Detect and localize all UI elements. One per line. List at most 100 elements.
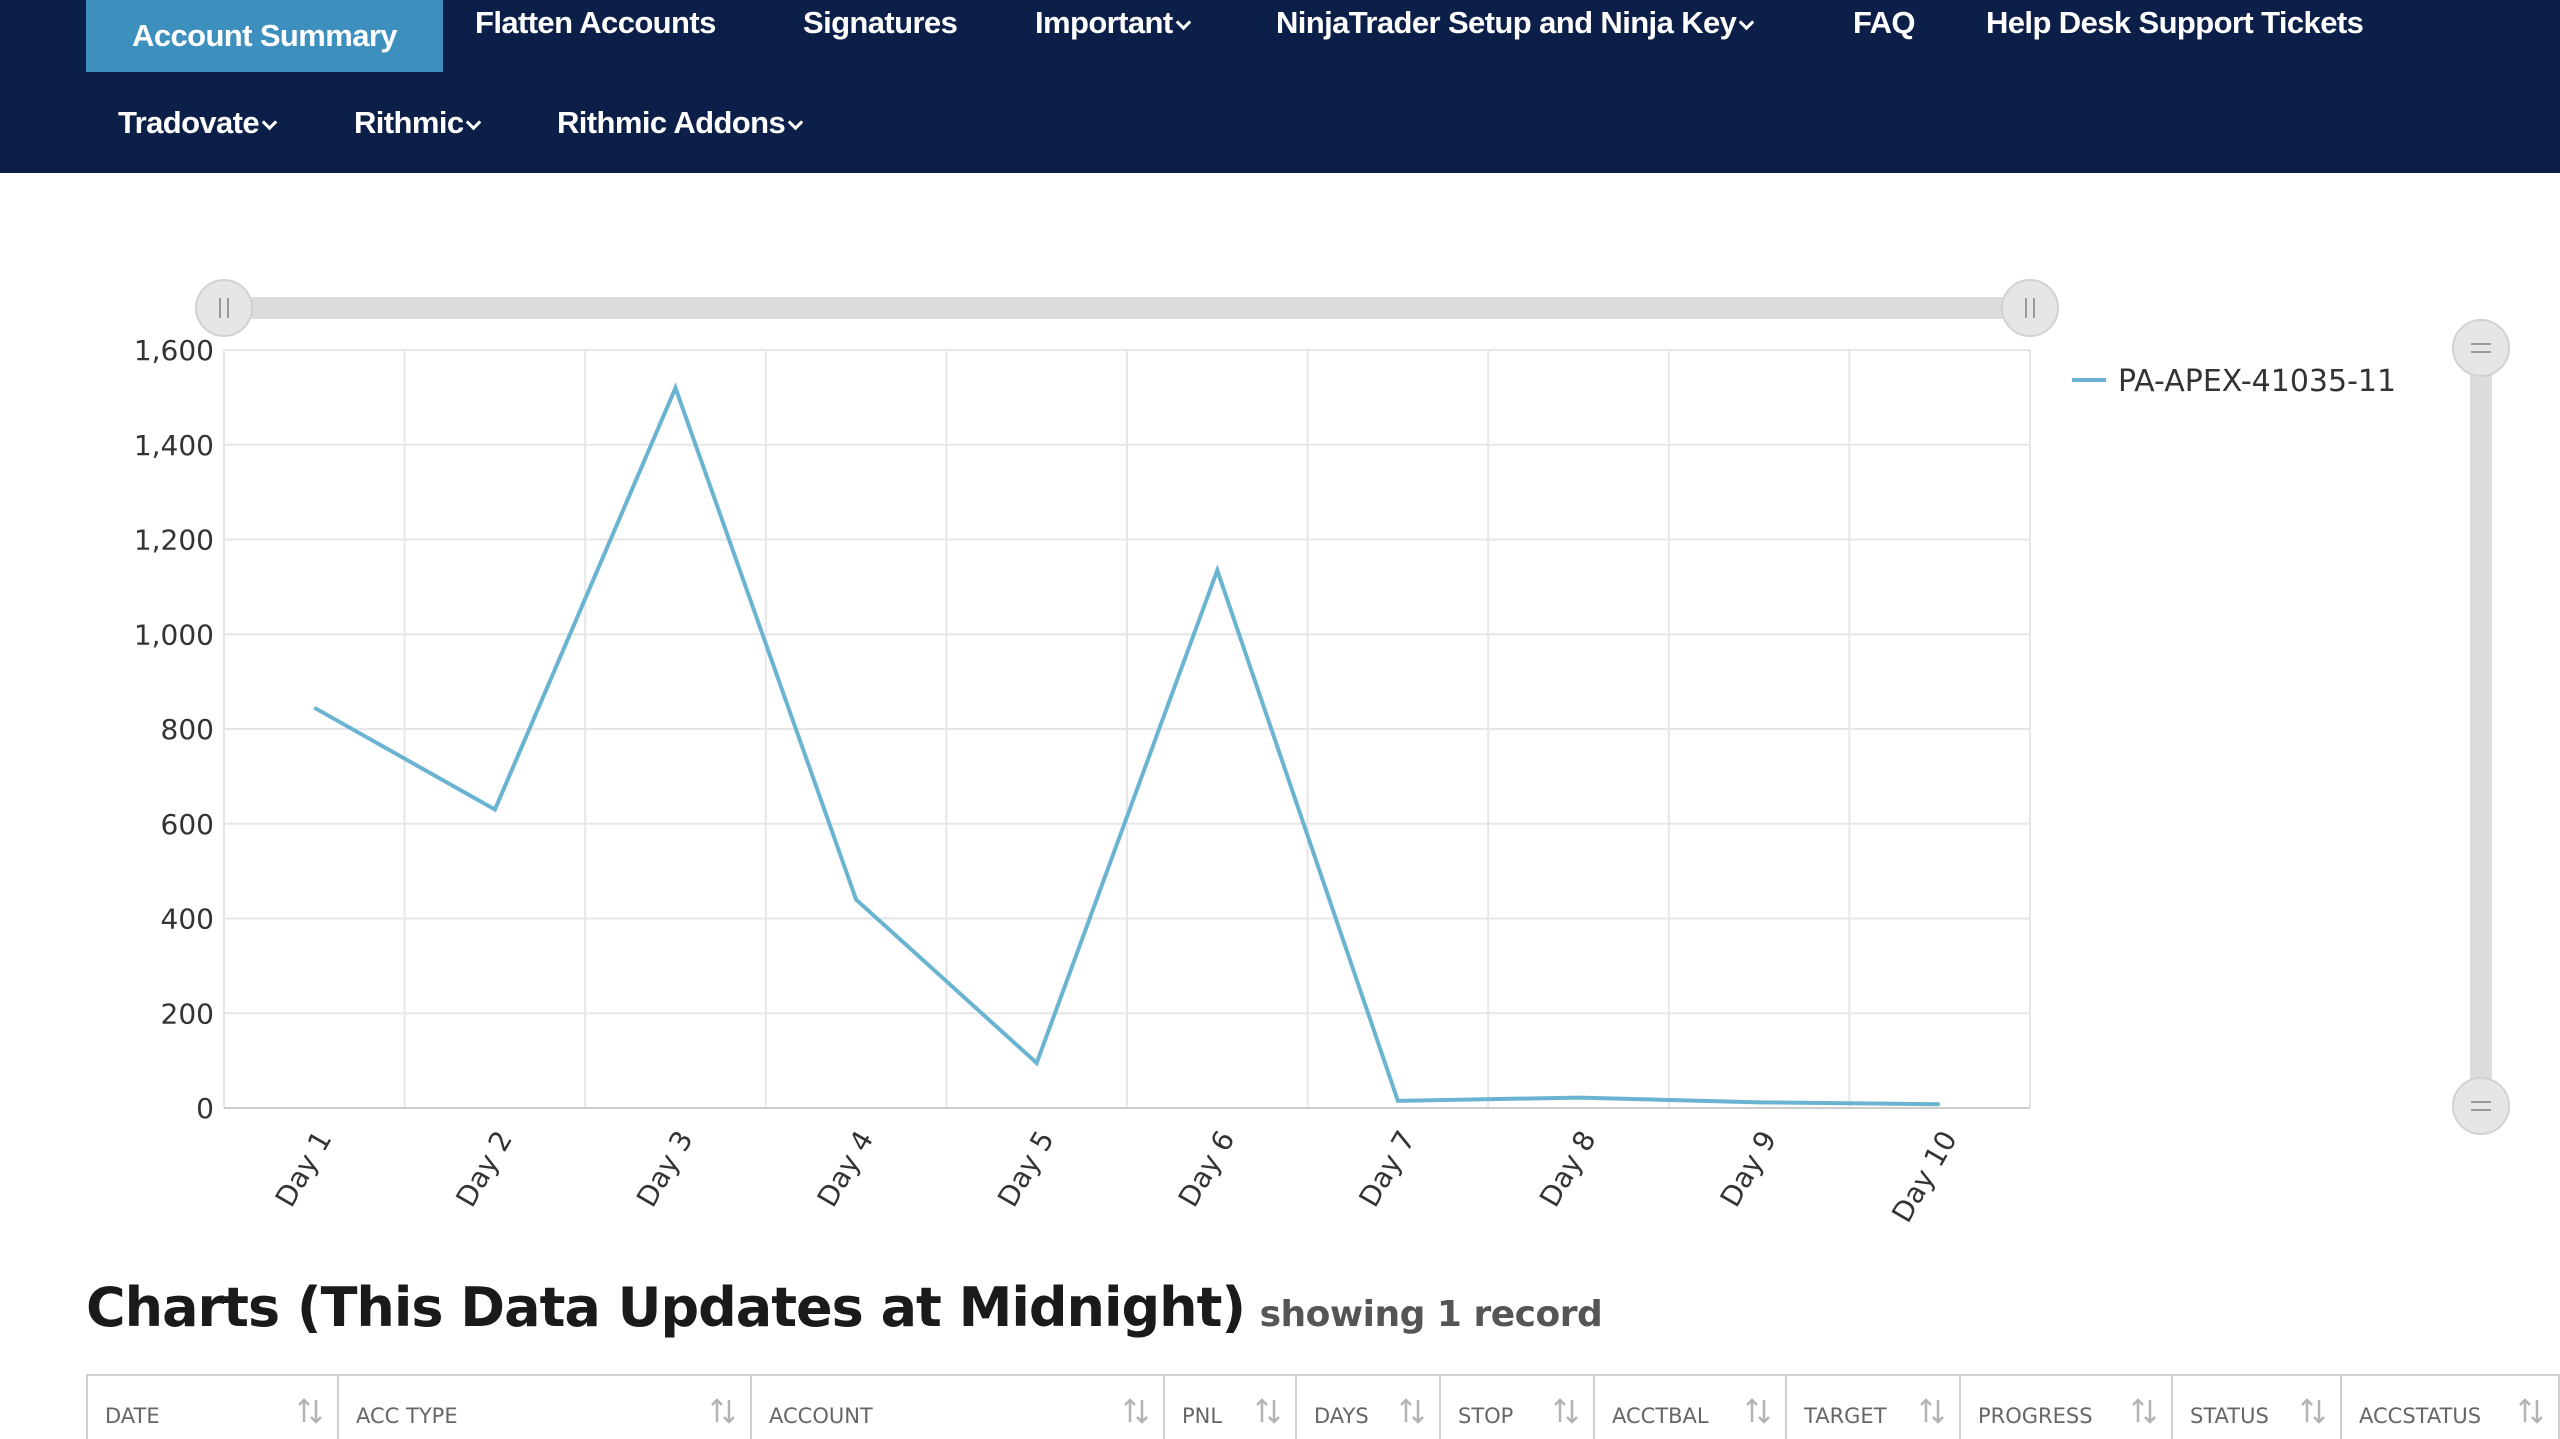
nav-faq[interactable]: FAQ: [1853, 0, 1916, 46]
y-tick-label: 1,200: [134, 524, 214, 557]
vertical-scrollbar-bottom-handle[interactable]: [2452, 1077, 2510, 1135]
y-tick-label: 600: [161, 808, 214, 841]
x-tick-label: Day 7: [1352, 1125, 1422, 1213]
chart-axes: 0 200 400 600 800 1,000 1,200 1,400 1,600 Day 1 Da…: [134, 334, 2030, 1228]
nav-rithmic-dropdown[interactable]: Rithmic: [354, 100, 482, 146]
nav-account-summary[interactable]: Account Summary: [86, 0, 443, 72]
sort-icon[interactable]: [1745, 1396, 1771, 1426]
sort-icon[interactable]: [2518, 1396, 2544, 1426]
nav-tradovate-dropdown[interactable]: Tradovate: [118, 100, 278, 146]
nav-ninjatrader-dropdown[interactable]: NinjaTrader Setup and Ninja Key: [1276, 0, 1755, 46]
data-point[interactable]: [1569, 1088, 1589, 1108]
nav-important-label: Important: [1035, 5, 1173, 40]
data-point[interactable]: [666, 378, 686, 398]
column-label: AccStatus: [2359, 1404, 2482, 1428]
column-label: Account: [769, 1404, 873, 1428]
x-tick-label: Day 10: [1885, 1125, 1963, 1228]
data-point[interactable]: [1930, 1094, 1950, 1114]
x-tick-label: Day 5: [991, 1125, 1061, 1213]
column-label: Progress: [1978, 1404, 2093, 1428]
vertical-scrollbar-top-handle[interactable]: [2452, 319, 2510, 377]
y-tick-label: 1,600: [134, 334, 214, 367]
x-tick-label: Day 8: [1533, 1125, 1603, 1213]
nav-help-desk[interactable]: Help Desk Support Tickets: [1986, 0, 2364, 46]
column-label: Days: [1314, 1404, 1369, 1428]
chevron-down-icon: [1739, 14, 1755, 30]
charts-section-heading: Charts (This Data Updates at Midnight) s…: [86, 1276, 1603, 1339]
nav-signatures[interactable]: Signatures: [803, 0, 958, 46]
column-label: PNL: [1182, 1404, 1223, 1428]
data-point[interactable]: [846, 890, 866, 910]
column-header-date[interactable]: Date: [88, 1376, 339, 1439]
nav-rithmic-label: Rithmic: [354, 105, 464, 140]
nav-important-dropdown[interactable]: Important: [1035, 0, 1191, 46]
sort-icon[interactable]: [1255, 1396, 1281, 1426]
pnl-line-chart: 0 200 400 600 800 1,000 1,200 1,400 1,600 Day 1 Da…: [134, 279, 2510, 1228]
column-label: Target: [1804, 1404, 1887, 1428]
sort-icon[interactable]: [297, 1396, 323, 1426]
chevron-down-icon: [466, 114, 482, 130]
chevron-down-icon: [787, 114, 804, 130]
y-tick-label: 1,000: [134, 618, 214, 651]
data-point[interactable]: [1027, 1053, 1047, 1073]
nav-flatten-accounts-label: Flatten Accounts: [475, 5, 716, 40]
column-header-progress[interactable]: Progress: [1961, 1376, 2173, 1439]
x-tick-label: Day 9: [1714, 1125, 1784, 1213]
data-point[interactable]: [485, 800, 505, 820]
x-tick-label: Day 6: [1172, 1125, 1242, 1213]
sort-icon[interactable]: [1399, 1396, 1425, 1426]
chart-legend[interactable]: PA-APEX-41035-11: [2072, 364, 2396, 399]
nav-account-summary-label: Account Summary: [132, 18, 398, 53]
x-tick-label: Day 1: [269, 1125, 339, 1213]
sort-icon[interactable]: [2300, 1396, 2326, 1426]
column-label: Acc Type: [356, 1404, 458, 1428]
zoom-scrollbar-right-handle[interactable]: [2001, 279, 2059, 337]
accounts-table-header: Date Acc Type Account PNL Days Stop AccT…: [86, 1374, 2560, 1439]
column-header-accstatus[interactable]: AccStatus: [2342, 1376, 2560, 1439]
record-count: showing 1 record: [1259, 1294, 1603, 1335]
legend-item-label[interactable]: PA-APEX-41035-11: [2118, 364, 2396, 399]
column-header-pnl[interactable]: PNL: [1165, 1376, 1297, 1439]
data-point[interactable]: [1388, 1091, 1408, 1111]
nav-rithmic-addons-label: Rithmic Addons: [557, 105, 786, 140]
data-point[interactable]: [1207, 560, 1227, 580]
sort-icon[interactable]: [710, 1396, 736, 1426]
data-point[interactable]: [1749, 1092, 1769, 1112]
column-header-days[interactable]: Days: [1297, 1376, 1441, 1439]
top-navigation: Account Summary Flatten Accounts Signatu…: [0, 0, 2560, 173]
nav-faq-label: FAQ: [1853, 5, 1916, 40]
nav-help-desk-label: Help Desk Support Tickets: [1986, 5, 2364, 40]
data-point[interactable]: [304, 698, 324, 718]
chevron-down-icon: [261, 114, 278, 130]
y-tick-label: 800: [161, 713, 214, 746]
x-tick-label: Day 3: [630, 1125, 700, 1213]
nav-signatures-label: Signatures: [803, 5, 958, 40]
chart-grid: [223, 349, 2031, 1109]
zoom-scrollbar-track[interactable]: [224, 297, 2030, 319]
vertical-zoom-scrollbar-track[interactable]: [2470, 348, 2492, 1105]
sort-icon[interactable]: [1553, 1396, 1579, 1426]
x-tick-label: Day 2: [449, 1125, 519, 1213]
column-header-target[interactable]: Target: [1787, 1376, 1961, 1439]
nav-flatten-accounts[interactable]: Flatten Accounts: [475, 0, 716, 46]
nav-tradovate-label: Tradovate: [118, 105, 260, 140]
column-header-acc-type[interactable]: Acc Type: [339, 1376, 752, 1439]
column-header-status[interactable]: Status: [2173, 1376, 2342, 1439]
column-header-account[interactable]: Account: [752, 1376, 1165, 1439]
column-label: Date: [105, 1404, 160, 1428]
column-label: AccTBal: [1612, 1404, 1709, 1428]
zoom-scrollbar-left-handle[interactable]: [195, 279, 253, 337]
y-tick-label: 400: [161, 903, 214, 936]
sort-icon[interactable]: [1919, 1396, 1945, 1426]
sort-icon[interactable]: [2131, 1396, 2157, 1426]
column-header-acctbal[interactable]: AccTBal: [1595, 1376, 1787, 1439]
nav-ninjatrader-label: NinjaTrader Setup and Ninja Key: [1276, 5, 1737, 40]
charts-title: Charts (This Data Updates at Midnight): [86, 1276, 1246, 1339]
column-label: Status: [2190, 1404, 2269, 1428]
nav-rithmic-addons-dropdown[interactable]: Rithmic Addons: [557, 100, 804, 146]
column-header-stop[interactable]: Stop: [1441, 1376, 1595, 1439]
y-tick-label: 1,400: [134, 429, 214, 462]
sort-icon[interactable]: [1123, 1396, 1149, 1426]
series-line[interactable]: [313, 382, 1940, 1107]
chevron-down-icon: [1175, 14, 1191, 30]
